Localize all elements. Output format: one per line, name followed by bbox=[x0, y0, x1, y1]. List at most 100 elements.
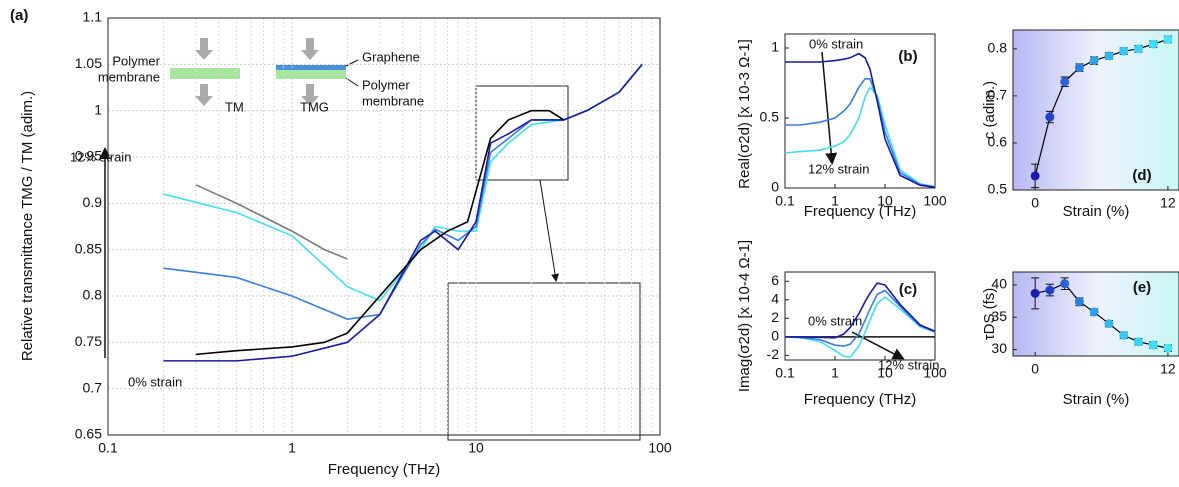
plot-frame bbox=[1012, 29, 1179, 191]
x-tick-label: 0 bbox=[1031, 361, 1039, 377]
y-tick-label: 0 bbox=[771, 328, 779, 344]
point bbox=[1045, 285, 1055, 295]
y-tick-label: 0.65 bbox=[75, 426, 102, 442]
plot-frame bbox=[1012, 271, 1179, 357]
y-tick-label: 0.75 bbox=[75, 333, 102, 349]
curve bbox=[784, 282, 936, 339]
point bbox=[1104, 319, 1114, 329]
panel-label: (b) bbox=[898, 48, 917, 65]
x-tick-label: 10 bbox=[877, 193, 893, 209]
x-axis-label: Frequency (THz) bbox=[328, 461, 441, 478]
curve bbox=[784, 295, 936, 359]
y-tick-label: 6 bbox=[771, 272, 779, 288]
curve bbox=[195, 109, 565, 356]
y-tick-label: 1.05 bbox=[75, 55, 102, 71]
x-tick-label: 100 bbox=[648, 440, 672, 456]
y-tick-label: 0.7 bbox=[83, 379, 103, 395]
y-axis-label: Real(σ2d) [x 10-3 Ω-1] bbox=[736, 39, 753, 189]
point bbox=[1119, 330, 1129, 340]
annotation: 12% strain bbox=[808, 161, 869, 176]
curve bbox=[195, 184, 348, 260]
point bbox=[1060, 279, 1070, 289]
y-tick-label: 2 bbox=[771, 309, 779, 325]
y-tick-label: 0.8 bbox=[988, 40, 1008, 56]
point bbox=[1163, 34, 1173, 44]
y-axis-label: τDS (fs) bbox=[981, 288, 998, 341]
point bbox=[1074, 63, 1084, 73]
curve bbox=[163, 63, 643, 362]
annotation: 12% strain bbox=[70, 149, 131, 164]
x-tick-label: 100 bbox=[923, 365, 947, 381]
y-tick-label: 0 bbox=[771, 179, 779, 195]
plot-frame bbox=[107, 17, 661, 436]
annotation: 0% strain bbox=[808, 313, 862, 328]
strain-arrow-b bbox=[821, 51, 838, 165]
x-axis-label: Frequency (THz) bbox=[804, 203, 917, 220]
point bbox=[1060, 77, 1070, 87]
y-tick-label: 0.6 bbox=[988, 134, 1008, 150]
point bbox=[1089, 56, 1099, 66]
y-tick-label: 4 bbox=[771, 290, 779, 306]
y-tick-label: 0.85 bbox=[75, 240, 102, 256]
point bbox=[1030, 171, 1040, 181]
inset bbox=[447, 282, 641, 441]
x-tick-label: 0.1 bbox=[775, 365, 795, 381]
curve bbox=[785, 78, 936, 188]
point bbox=[1133, 337, 1143, 347]
y-axis-label: Relative transmittance TMG / TM (adim.) bbox=[19, 91, 36, 361]
y-tick-label: 0.9 bbox=[83, 194, 103, 210]
y-tick-label: 30 bbox=[991, 340, 1007, 356]
x-axis-label: Strain (%) bbox=[1063, 203, 1130, 220]
annotation: membrane bbox=[362, 93, 424, 108]
x-tick-label: 1 bbox=[288, 440, 296, 456]
y-axis-label: Imag(σ2d) [x 10-4 Ω-1] bbox=[736, 240, 753, 392]
zoom-arrow bbox=[539, 179, 560, 282]
y-tick-label: 0.5 bbox=[760, 109, 780, 125]
connector bbox=[1035, 282, 1169, 349]
x-tick-label: 12 bbox=[1160, 195, 1176, 211]
y-axis-label: c (adim.) bbox=[981, 81, 998, 139]
point bbox=[1148, 39, 1158, 49]
point bbox=[1163, 343, 1173, 353]
y-tick-label: 0.7 bbox=[988, 87, 1008, 103]
y-tick-label: 1 bbox=[771, 39, 779, 55]
point bbox=[1104, 51, 1114, 61]
x-tick-label: 10 bbox=[468, 440, 484, 456]
annotation: TMG bbox=[300, 99, 329, 114]
plot-frame bbox=[784, 33, 936, 189]
x-tick-label: 1 bbox=[831, 365, 839, 381]
x-tick-label: 0.1 bbox=[98, 440, 118, 456]
annotation: membrane bbox=[98, 69, 160, 84]
x-axis-label: Strain (%) bbox=[1063, 391, 1130, 408]
curve bbox=[784, 289, 936, 347]
x-tick-label: 0 bbox=[1031, 195, 1039, 211]
annotation: 12% strain bbox=[878, 357, 939, 372]
annotation: 0% strain bbox=[809, 36, 863, 51]
x-tick-label: 10 bbox=[877, 365, 893, 381]
annotation: Graphene bbox=[362, 49, 420, 64]
connector bbox=[1034, 38, 1169, 177]
point bbox=[1045, 112, 1055, 122]
panel-label: (d) bbox=[1132, 167, 1151, 184]
point bbox=[1089, 307, 1099, 317]
annotation: 0% strain bbox=[128, 374, 182, 389]
point bbox=[1119, 46, 1129, 56]
x-axis-label: Frequency (THz) bbox=[804, 391, 917, 408]
y-tick-label: 40 bbox=[991, 276, 1007, 292]
x-tick-label: 100 bbox=[923, 193, 947, 209]
plot-frame bbox=[784, 271, 936, 361]
point bbox=[1133, 44, 1143, 54]
y-tick-label: -2 bbox=[767, 346, 780, 362]
y-tick-label: 0.8 bbox=[83, 287, 103, 303]
curve bbox=[785, 52, 936, 189]
panel-label: (a) bbox=[10, 7, 28, 24]
point bbox=[1148, 340, 1158, 350]
x-tick-label: 1 bbox=[831, 193, 839, 209]
annotation: Polymer bbox=[112, 53, 160, 68]
zoom-box bbox=[475, 85, 569, 181]
y-tick-label: 1.1 bbox=[83, 9, 103, 25]
annotation: Polymer bbox=[362, 77, 410, 92]
y-tick-label: 0.5 bbox=[988, 181, 1008, 197]
panel-label: (c) bbox=[899, 281, 917, 298]
point bbox=[1030, 288, 1040, 298]
